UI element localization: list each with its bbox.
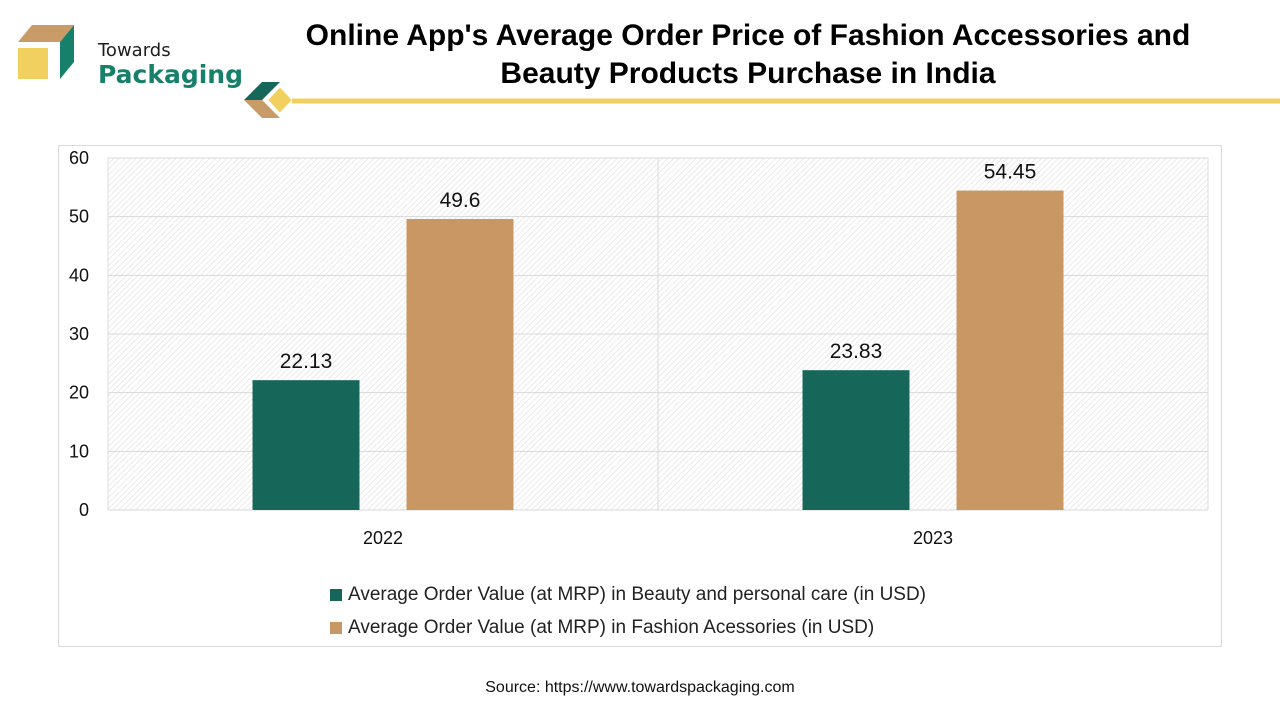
legend-item-fashion: Average Order Value (at MRP) in Fashion …: [330, 611, 926, 644]
y-tick-label: 60: [69, 148, 89, 168]
bar-2022-series-1: [406, 219, 514, 510]
data-label: 49.6: [440, 189, 481, 212]
divider-tan-chevron-icon: [244, 100, 280, 118]
source-note: Source: https://www.towardspackaging.com: [485, 679, 795, 696]
y-tick-label: 10: [69, 441, 89, 461]
x-tick-label: 2023: [913, 528, 953, 548]
data-label: 23.83: [830, 340, 883, 363]
y-tick-label: 40: [69, 265, 89, 285]
y-tick-label: 0: [79, 500, 89, 520]
legend-label-beauty: Average Order Value (at MRP) in Beauty a…: [348, 583, 927, 605]
bar-2022-series-0: [252, 380, 360, 510]
legend-item-beauty: Average Order Value (at MRP) in Beauty a…: [330, 578, 926, 611]
x-tick-label: 2022: [363, 528, 403, 548]
logo-text-towards: Towards: [98, 40, 171, 61]
chart-frame: [58, 145, 1222, 647]
divider-yellow-line: [292, 98, 1280, 104]
bar-2023-series-1: [956, 190, 1064, 510]
logo-text-packaging: Packaging: [98, 60, 243, 89]
legend-label-fashion: Average Order Value (at MRP) in Fashion …: [348, 616, 875, 638]
logo-box-icon: [18, 25, 74, 79]
divider-diamond-icon: [265, 84, 295, 116]
legend-swatch-fashion: [330, 621, 342, 634]
y-tick-label: 50: [69, 207, 89, 227]
legend-swatch-beauty: [330, 588, 342, 601]
y-tick-label: 20: [69, 383, 89, 403]
chart-title: Online App's Average Order Price of Fash…: [305, 19, 1191, 90]
y-tick-label: 30: [69, 324, 89, 344]
title-divider: [244, 82, 1280, 118]
data-label: 22.13: [280, 350, 333, 373]
divider-green-chevron-icon: [244, 82, 280, 100]
legend: Average Order Value (at MRP) in Beauty a…: [330, 578, 926, 644]
data-label: 54.45: [984, 161, 1037, 184]
bar-2023-series-0: [802, 370, 910, 510]
logo: Towards Packaging: [14, 18, 244, 89]
